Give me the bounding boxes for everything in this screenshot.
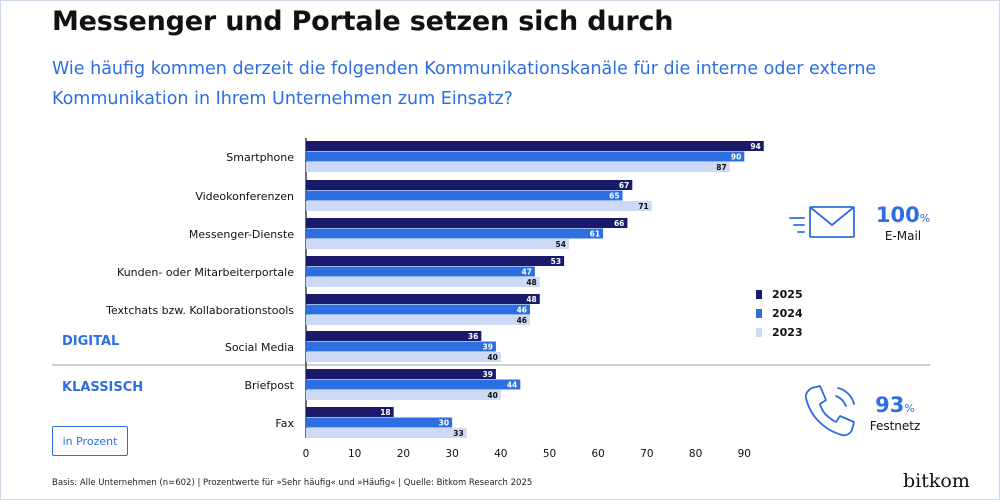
category-label: Smartphone: [226, 151, 294, 164]
stat-landline-value: 93: [875, 393, 905, 417]
bar-2024: [306, 266, 535, 277]
x-tick-label: 60: [592, 448, 605, 460]
data-label: 94: [750, 142, 760, 151]
category-label: Briefpost: [244, 379, 294, 392]
data-label: 90: [731, 152, 741, 161]
data-label: 48: [526, 295, 536, 304]
data-label: 65: [609, 191, 619, 200]
bar-2023: [306, 428, 467, 438]
bar-2025: [306, 180, 633, 190]
bar-2025: [306, 369, 496, 379]
bar-2023: [306, 352, 501, 362]
legend-label-2024: 2024: [772, 307, 803, 320]
stat-email-value: 100: [875, 203, 920, 227]
bar-2024: [306, 341, 496, 352]
bar-2025: [306, 294, 540, 304]
legend-swatch-2023: [756, 328, 762, 337]
section-label-digital: DIGITAL: [62, 334, 120, 349]
x-tick-label: 90: [738, 448, 751, 460]
legend-label-2025: 2025: [772, 288, 803, 301]
bar-2024: [306, 379, 521, 390]
data-label: 36: [468, 332, 478, 341]
bar-2023: [306, 239, 569, 249]
data-label: 48: [526, 278, 536, 287]
stat-email-label: E-Mail: [884, 229, 922, 243]
bar-2025: [306, 256, 565, 266]
bar-2025: [306, 218, 628, 228]
data-label: 46: [517, 316, 527, 325]
category-label: Kunden- oder Mitarbeiterportale: [117, 266, 294, 279]
stat-landline-label: Festnetz: [869, 419, 921, 433]
phone-icon: [804, 385, 855, 437]
section-label-classic: KLASSISCH: [62, 380, 144, 395]
stat-landline: 93% Festnetz: [840, 393, 950, 433]
bar-2024: [306, 304, 531, 315]
data-label: 67: [619, 181, 629, 190]
stat-landline-unit: %: [904, 402, 915, 415]
x-tick-label: 70: [640, 448, 653, 460]
data-label: 39: [482, 342, 492, 351]
data-label: 71: [638, 202, 648, 211]
data-label: 33: [453, 429, 463, 438]
stat-email-unit: %: [919, 212, 931, 225]
data-label: 18: [380, 408, 390, 417]
bar-2024: [306, 228, 604, 239]
category-label: Textchats bzw. Kollaborationstools: [105, 304, 294, 317]
chart-subtitle: Wie häufig kommen derzeit die folgenden …: [52, 59, 877, 109]
bar-2024: [306, 151, 745, 162]
data-label: 61: [590, 229, 600, 238]
bar-2024: [306, 190, 623, 201]
data-label: 40: [487, 391, 497, 400]
data-label: 46: [517, 305, 527, 314]
data-label: 54: [556, 240, 566, 249]
bitkom-logo: bitkom: [903, 470, 970, 492]
x-tick-label: 80: [689, 448, 702, 460]
bar-2023: [306, 162, 730, 172]
category-label: Fax: [275, 417, 294, 430]
stat-email: 100% E-Mail: [848, 203, 958, 243]
bar-2025: [306, 331, 482, 341]
x-tick-label: 40: [494, 448, 507, 460]
bar-2025: [306, 407, 394, 417]
unit-label: in Prozent: [52, 426, 128, 456]
bar-2024: [306, 417, 453, 428]
footer-note: Basis: Alle Unternehmen (n=602) | Prozen…: [52, 478, 533, 488]
data-label: 53: [551, 257, 561, 266]
bar-2025: [306, 141, 764, 151]
legend-item-2023: 2023: [756, 326, 803, 339]
data-label: 47: [521, 267, 531, 276]
x-tick-label: 30: [445, 448, 458, 460]
legend-label-2023: 2023: [772, 326, 803, 339]
category-label: Messenger-Dienste: [189, 228, 294, 241]
bar-2023: [306, 277, 540, 287]
data-label: 40: [487, 353, 497, 362]
data-label: 30: [439, 418, 449, 427]
bar-2023: [306, 390, 501, 400]
legend-item-2024: 2024: [756, 307, 803, 320]
data-label: 44: [507, 380, 517, 389]
mail-icon: [789, 206, 855, 238]
x-tick-label: 20: [397, 448, 410, 460]
legend-swatch-2025: [756, 290, 762, 299]
data-label: 39: [482, 370, 492, 379]
x-tick-label: 0: [303, 448, 310, 460]
data-label: 66: [614, 219, 624, 228]
bar-2023: [306, 201, 652, 211]
legend-swatch-2024: [756, 309, 762, 318]
bar-2023: [306, 315, 531, 325]
data-label: 87: [716, 163, 726, 172]
chart-title: Messenger und Portale setzen sich durch: [52, 6, 674, 37]
category-label: Social Media: [225, 341, 294, 354]
legend-item-2025: 2025: [756, 288, 803, 301]
x-tick-label: 50: [543, 448, 556, 460]
category-label: Videokonferenzen: [195, 190, 294, 203]
x-tick-label: 10: [348, 448, 361, 460]
